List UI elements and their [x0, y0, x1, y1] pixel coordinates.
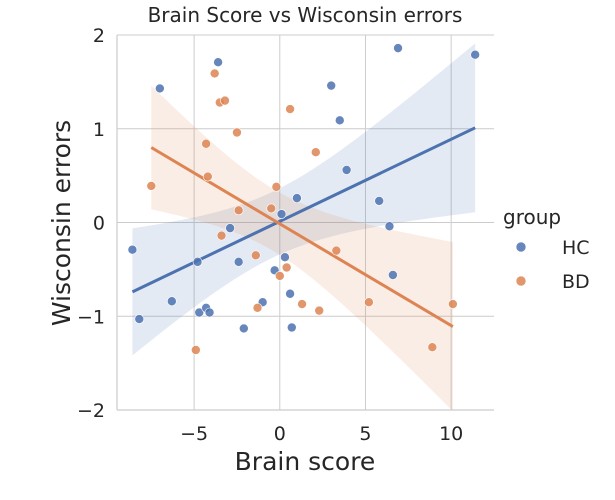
- x-axis-label: Brain score: [235, 447, 376, 476]
- point-bd: [232, 127, 242, 138]
- y-tick-label: 1: [93, 119, 105, 141]
- point-bd: [191, 345, 201, 355]
- regression-line-hc: [131, 126, 476, 294]
- confidence-bands: [132, 43, 476, 412]
- point-bd: [203, 171, 213, 182]
- regression-line-bd: [150, 146, 454, 328]
- point-bd: [252, 303, 263, 313]
- legend-label-bd: BD: [562, 271, 590, 293]
- chart-title: Brain Score vs Wisconsin errors: [148, 3, 463, 27]
- y-tick-labels: −2 −1 0 1 2: [77, 25, 105, 422]
- point-hc: [167, 296, 177, 307]
- point-hc: [239, 323, 249, 334]
- point-hc: [341, 165, 352, 175]
- x-tick-label: 10: [439, 423, 463, 445]
- point-hc: [334, 115, 345, 126]
- point-hc: [374, 196, 384, 206]
- point-hc: [326, 80, 337, 91]
- point-bd: [209, 68, 220, 79]
- x-tick-label: 0: [274, 423, 286, 445]
- point-bd: [266, 203, 277, 214]
- y-tick-label: 2: [93, 25, 105, 47]
- x-tick-label: −5: [180, 423, 208, 445]
- legend: group HC BD: [503, 205, 590, 293]
- point-bd: [274, 271, 285, 281]
- point-hc: [155, 83, 165, 94]
- point-hc: [225, 223, 235, 233]
- point-bd: [331, 245, 342, 256]
- point-hc: [285, 288, 295, 299]
- point-bd: [297, 299, 307, 309]
- point-hc: [194, 307, 205, 318]
- x-tick-label: 5: [359, 423, 371, 445]
- point-bd: [220, 95, 230, 106]
- point-hc: [388, 270, 398, 280]
- point-hc: [292, 193, 302, 203]
- point-bd: [285, 104, 295, 114]
- point-hc: [470, 49, 480, 60]
- point-bd: [427, 342, 438, 352]
- point-hc: [286, 322, 297, 333]
- axes: [116, 35, 494, 411]
- point-bd: [146, 181, 157, 191]
- point-bd: [448, 299, 458, 309]
- point-hc: [127, 244, 138, 255]
- point-bd: [310, 147, 321, 157]
- point-hc: [280, 252, 290, 262]
- point-hc: [233, 257, 244, 267]
- point-bd: [271, 182, 282, 192]
- point-bd: [201, 138, 211, 149]
- point-bd: [233, 205, 244, 216]
- legend-marker-bd: [515, 275, 527, 287]
- point-hc: [204, 307, 215, 318]
- y-tick-label: −1: [77, 306, 105, 328]
- legend-marker-hc: [515, 241, 527, 253]
- point-hc: [192, 257, 203, 267]
- point-hc: [213, 57, 223, 67]
- confidence-band-bd: [151, 85, 453, 412]
- confidence-band-hc: [132, 43, 476, 356]
- legend-title: group: [503, 205, 561, 229]
- point-hc: [384, 221, 395, 232]
- point-hc: [276, 209, 287, 219]
- point-bd: [281, 262, 292, 273]
- data-points: [127, 43, 480, 355]
- point-bd: [364, 297, 374, 307]
- legend-label-hc: HC: [562, 237, 590, 259]
- point-bd: [251, 250, 261, 261]
- y-tick-label: 0: [93, 213, 105, 235]
- point-bd: [216, 230, 227, 241]
- point-hc: [393, 43, 403, 53]
- regression-lines: [131, 126, 476, 328]
- point-hc: [134, 314, 145, 324]
- y-tick-label: −2: [77, 400, 105, 422]
- point-bd: [314, 305, 325, 316]
- x-tick-labels: −5 0 5 10: [180, 423, 463, 445]
- y-axis-label: Wisconsin errors: [47, 120, 76, 326]
